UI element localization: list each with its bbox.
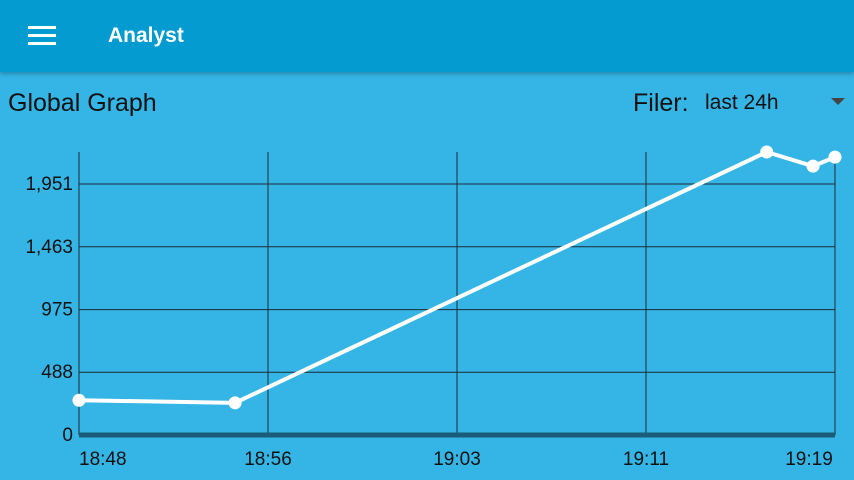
filter-label: Filer: [633, 89, 689, 117]
y-tick-label: 0 [62, 425, 73, 446]
menu-bar-line [28, 34, 56, 37]
app-title: Analyst [108, 24, 184, 47]
x-tick-label: 18:48 [79, 449, 127, 470]
data-point [806, 159, 820, 173]
y-tick-label: 975 [41, 300, 73, 321]
chart-axes: 18:48 18:56 19:03 19:11 19:19 0 488 975 1,463 1,9… [25, 174, 835, 470]
chart-grid [78, 152, 836, 435]
app-bar: Analyst [0, 0, 854, 72]
hamburger-menu-icon[interactable] [14, 14, 58, 58]
x-tick-label: 18:56 [244, 449, 292, 470]
x-tick-label: 19:03 [433, 449, 481, 470]
menu-bar-line [28, 26, 56, 29]
y-tick-label: 488 [41, 362, 73, 383]
filter-selected-value: last 24h [705, 91, 779, 114]
chart-series [72, 145, 842, 410]
y-tick-label: 1,951 [25, 174, 73, 195]
global-graph-chart: 18:48 18:56 19:03 19:11 19:19 0 488 975 1,463 1,9… [25, 145, 842, 470]
x-tick-label: 19:11 [623, 449, 669, 470]
page-title: Global Graph [8, 89, 157, 117]
data-point [828, 150, 842, 164]
dropdown-caret-icon [831, 98, 845, 105]
menu-bar-line [28, 42, 56, 45]
filter-dropdown[interactable]: last 24h [700, 86, 850, 122]
data-point [760, 145, 774, 159]
data-point [228, 396, 242, 410]
x-tick-label: 19:19 [785, 449, 833, 470]
y-tick-label: 1,463 [25, 237, 73, 258]
data-point [72, 393, 86, 407]
